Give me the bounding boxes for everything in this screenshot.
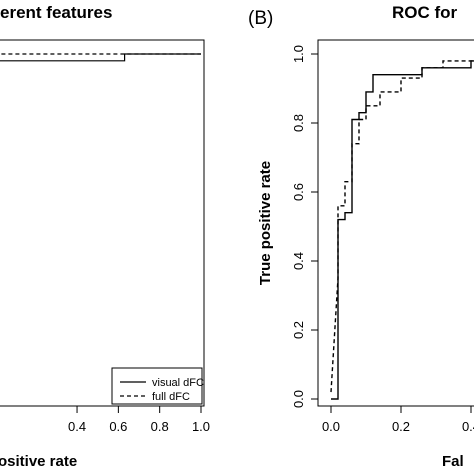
panel-b: (B) ROC for 0.0 0.2 0.4 0.0 0.2 0.4 0.6 0.8 1.0… bbox=[248, 3, 474, 470]
legend-box bbox=[111, 367, 203, 405]
panel-a-x-tick-label-2: 0.8 bbox=[151, 419, 169, 434]
panel-a-x-tick-label-3: 1.0 bbox=[192, 419, 210, 434]
panel-a: erent features 0.4 0.6 0.8 1.0 ositive rate… bbox=[0, 3, 210, 470]
panel-b-x-tick-label-2: 0.4 bbox=[462, 419, 474, 434]
panel-b-x-tick-label-1: 0.2 bbox=[392, 419, 410, 434]
panel-b-x-label: Fal bbox=[442, 453, 464, 470]
panel-a-legend: visual dFC full dFC bbox=[111, 367, 204, 405]
panel-b-plot-frame bbox=[317, 39, 474, 407]
panel-a-x-label: ositive rate bbox=[0, 453, 77, 470]
panel-a-x-tick-label-0: 0.4 bbox=[68, 419, 86, 434]
panel-a-series-line-0 bbox=[0, 53, 201, 62]
panel-b-y-tick-label-2: 0.4 bbox=[291, 252, 306, 270]
panel-b-y-ticks: 0.0 0.2 0.4 0.6 0.8 1.0 bbox=[291, 45, 318, 408]
panel-b-y-tick-label-4: 0.8 bbox=[291, 114, 306, 132]
panel-b-y-tick-label-0: 0.0 bbox=[291, 390, 306, 408]
panel-a-plot-frame bbox=[0, 39, 205, 407]
panel-b-series-line-1 bbox=[330, 60, 474, 393]
panel-b-title: ROC for bbox=[392, 3, 458, 22]
panel-b-x-tick-label-0: 0.0 bbox=[322, 419, 340, 434]
panel-b-y-tick-label-5: 1.0 bbox=[291, 45, 306, 63]
panel-b-y-tick-label-1: 0.2 bbox=[291, 321, 306, 339]
panel-b-label: (B) bbox=[248, 8, 273, 29]
panel-a-x-ticks: 0.4 0.6 0.8 1.0 bbox=[68, 406, 210, 434]
panel-b-series bbox=[330, 60, 474, 400]
legend-label-visual-dfc: visual dFC bbox=[152, 377, 204, 389]
panel-b-y-tick-label-3: 0.6 bbox=[291, 183, 306, 201]
panel-b-y-label: True positive rate bbox=[257, 161, 274, 285]
panel-a-title: erent features bbox=[0, 3, 112, 22]
panel-a-series bbox=[0, 53, 201, 62]
legend-label-full-dfc: full dFC bbox=[152, 391, 190, 403]
panel-b-x-ticks: 0.0 0.2 0.4 bbox=[322, 406, 474, 434]
panel-a-x-tick-label-1: 0.6 bbox=[109, 419, 127, 434]
panel-b-series-line-0 bbox=[331, 60, 474, 400]
